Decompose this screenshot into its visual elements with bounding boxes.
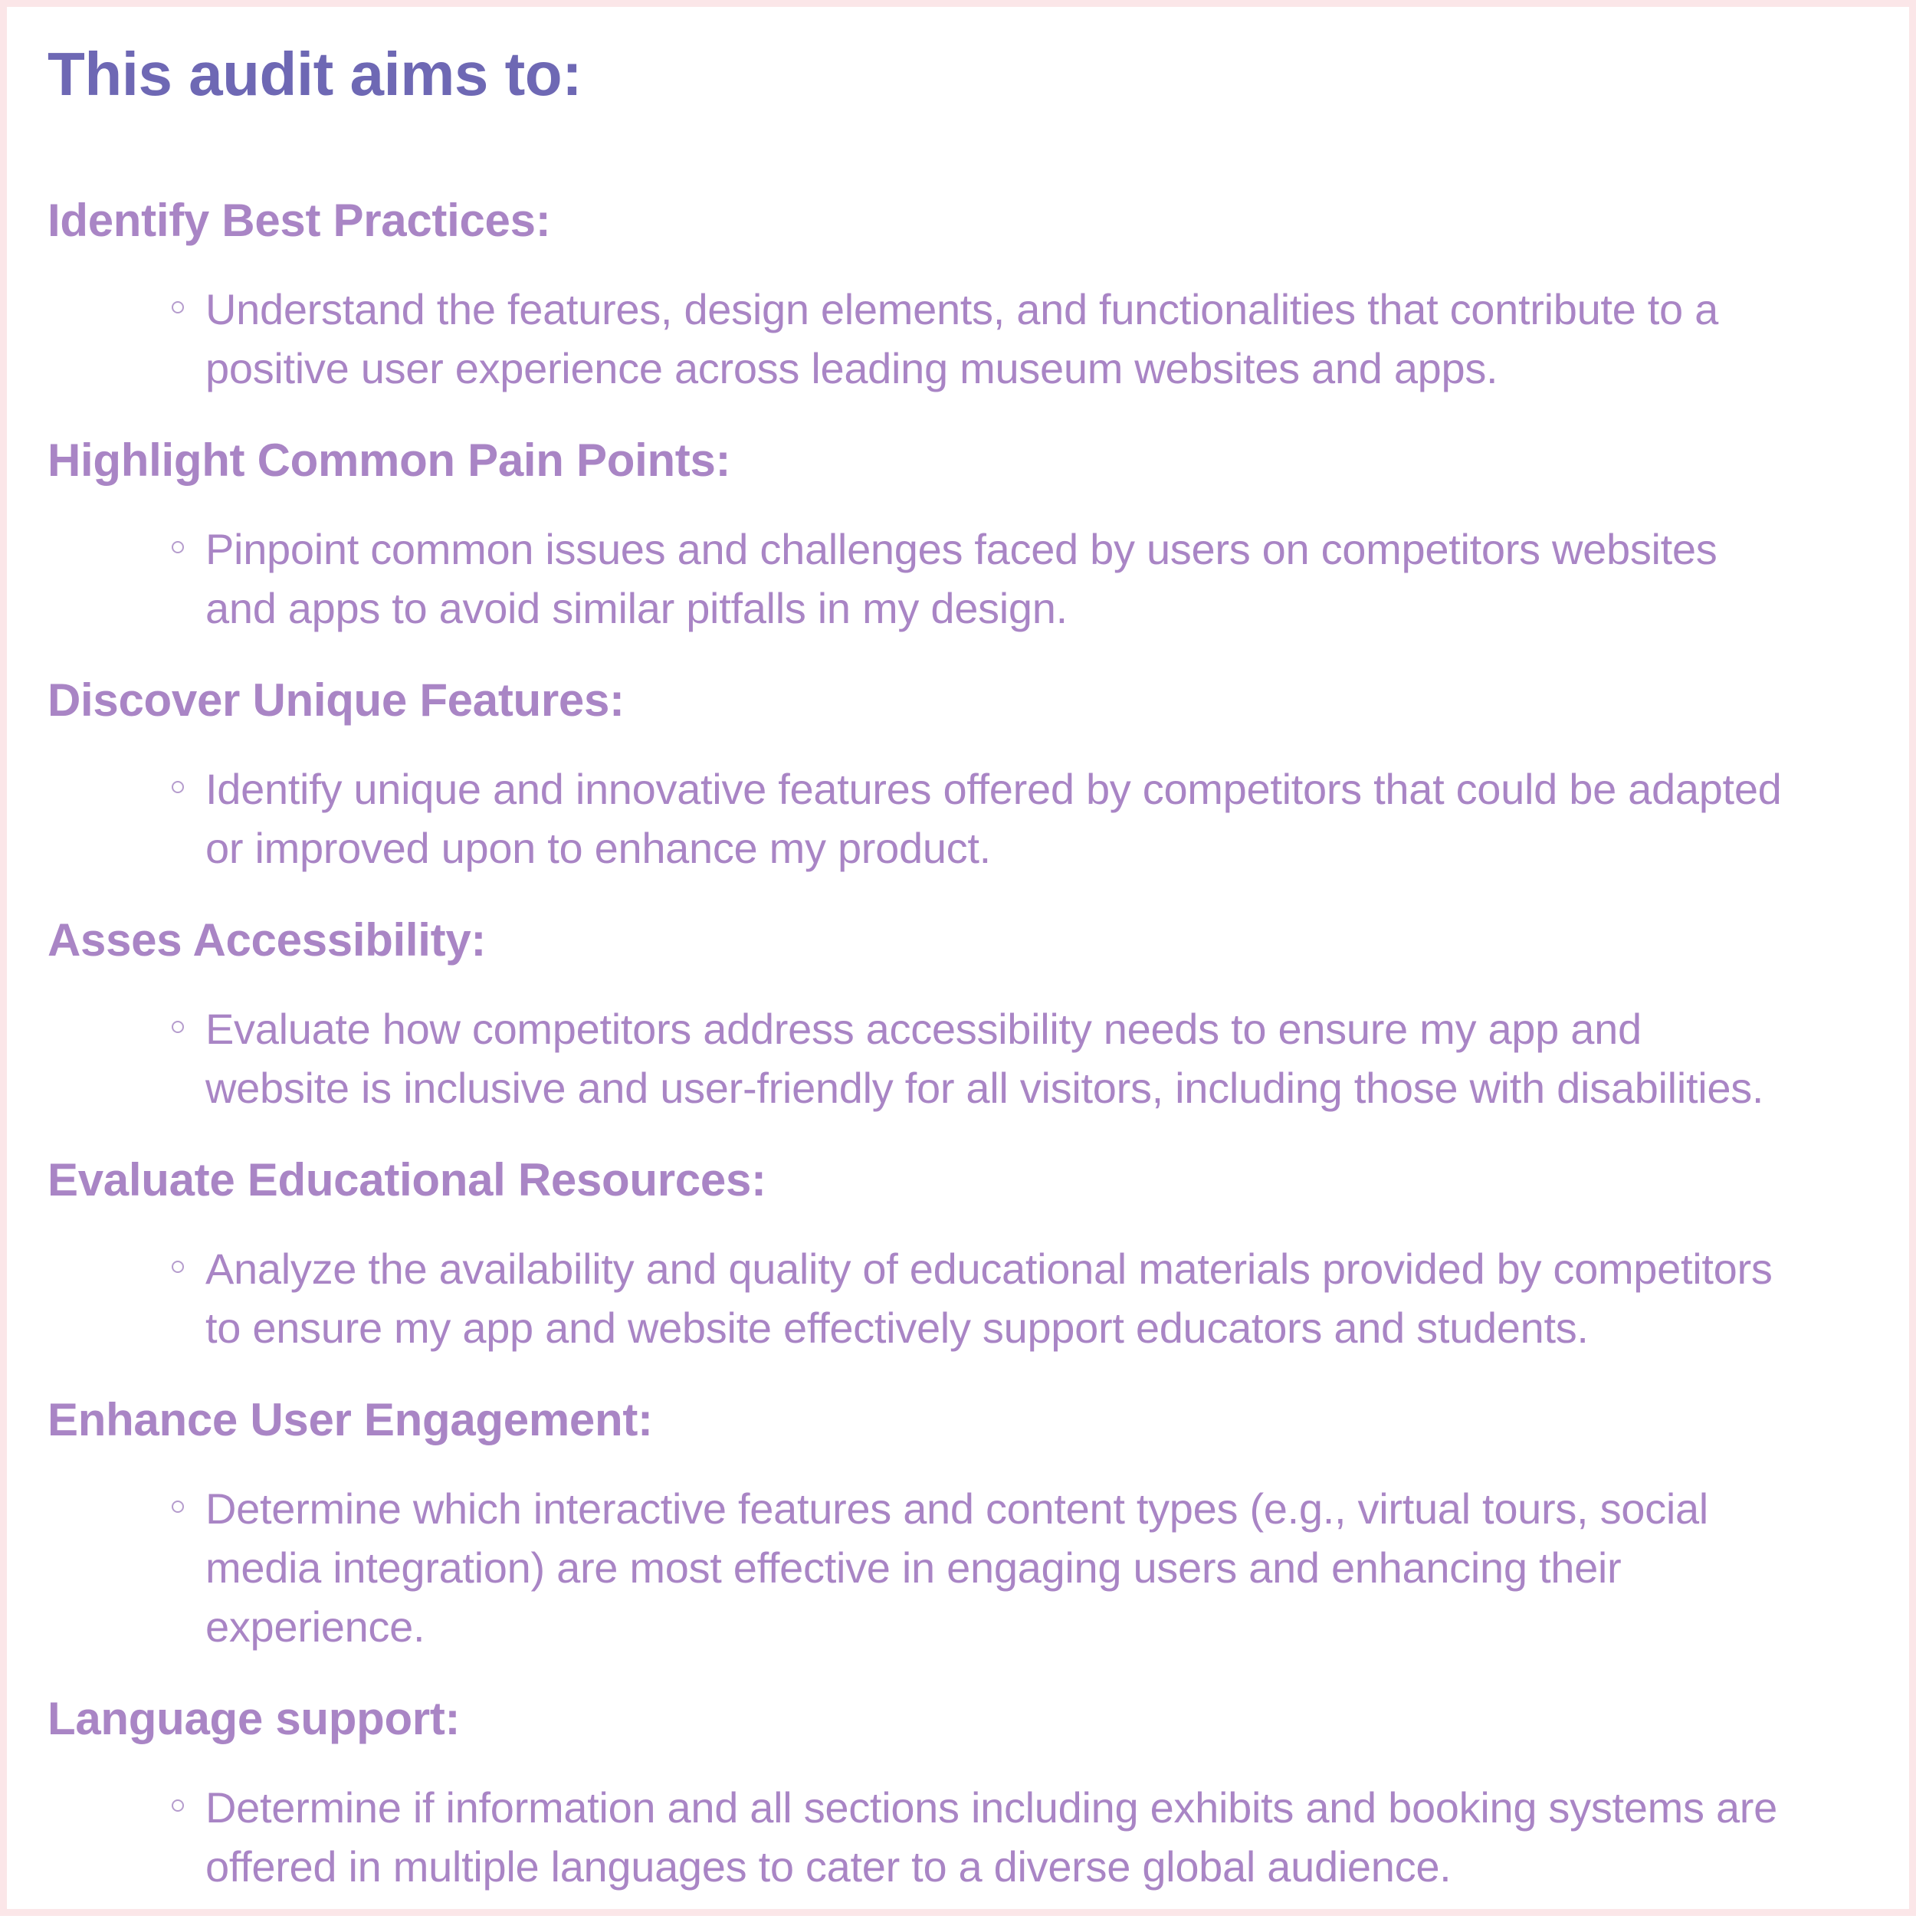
document-content: This audit aims to: Identify Best Practi… (48, 38, 1916, 1932)
aim-bullet-text: Determine if information and all section… (205, 1783, 1777, 1891)
aim-heading: Evaluate Educational Resources: (48, 1154, 766, 1205)
aim-bullet: Analyze the availability and quality of … (48, 1239, 1787, 1357)
aim-section-accessibility: Asses Accessibility: Evaluate how compet… (48, 914, 1916, 1117)
aim-section-pain-points: Highlight Common Pain Points: Pinpoint c… (48, 434, 1916, 638)
aim-bullet-text: Pinpoint common issues and challenges fa… (205, 525, 1718, 632)
aim-heading: Identify Best Practices: (48, 195, 551, 246)
aim-section-best-practices: Identify Best Practices: Understand the … (48, 194, 1916, 398)
aim-section-educational-resources: Evaluate Educational Resources: Analyze … (48, 1153, 1916, 1357)
aim-bullet: Determine which interactive features and… (48, 1479, 1787, 1656)
aim-bullet: Evaluate how competitors address accessi… (48, 999, 1787, 1117)
hollow-circle-bullet-icon (172, 1799, 184, 1812)
aim-bullet: Pinpoint common issues and challenges fa… (48, 520, 1787, 638)
aim-section-unique-features: Discover Unique Features: Identify uniqu… (48, 674, 1916, 877)
aim-bullet-text: Understand the features, design elements… (205, 285, 1718, 392)
hollow-circle-bullet-icon (172, 1021, 184, 1033)
aim-section-user-engagement: Enhance User Engagement: Determine which… (48, 1393, 1916, 1656)
aim-heading: Enhance User Engagement: (48, 1394, 653, 1445)
aim-heading: Highlight Common Pain Points: (48, 435, 731, 486)
aim-bullet-text: Determine which interactive features and… (205, 1484, 1708, 1651)
hollow-circle-bullet-icon (172, 1501, 184, 1513)
aim-bullet-text: Evaluate how competitors address accessi… (205, 1005, 1764, 1112)
page-title: This audit aims to: (48, 40, 582, 108)
aim-section-language-support: Language support: Determine if informati… (48, 1692, 1916, 1896)
hollow-circle-bullet-icon (172, 781, 184, 793)
hollow-circle-bullet-icon (172, 541, 184, 553)
audit-aims-list: Identify Best Practices: Understand the … (48, 194, 1916, 1896)
aim-bullet: Determine if information and all section… (48, 1778, 1787, 1896)
aim-heading: Discover Unique Features: (48, 674, 625, 726)
hollow-circle-bullet-icon (172, 1261, 184, 1273)
aim-heading: Language support: (48, 1693, 461, 1744)
aim-bullet: Understand the features, design elements… (48, 280, 1787, 398)
aim-bullet-text: Analyze the availability and quality of … (205, 1245, 1773, 1352)
hollow-circle-bullet-icon (172, 301, 184, 313)
aim-bullet-text: Identify unique and innovative features … (205, 765, 1782, 872)
aim-bullet: Identify unique and innovative features … (48, 759, 1787, 877)
aim-heading: Asses Accessibility: (48, 914, 487, 966)
